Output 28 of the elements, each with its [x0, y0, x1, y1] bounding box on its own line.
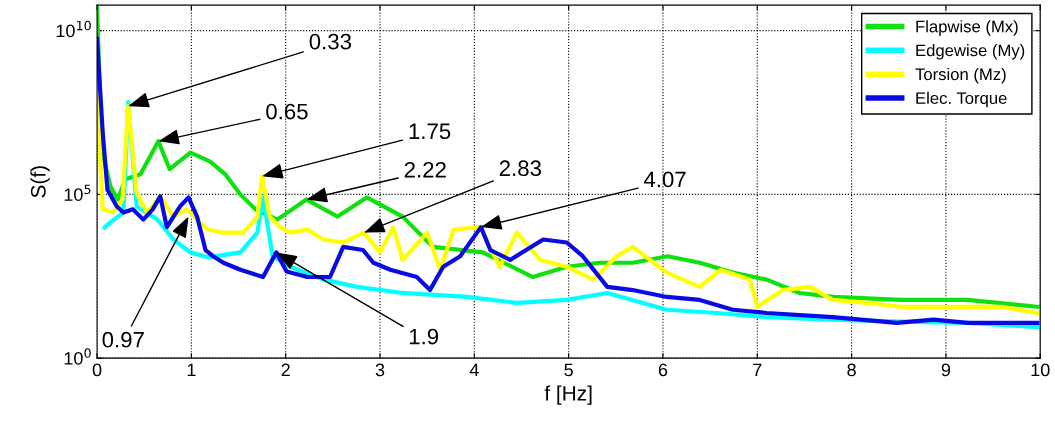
y-tick-label: 10$^{10}$ [56, 20, 91, 38]
x-tick-label: 1 [187, 363, 196, 377]
annotation: 1.9 [409, 328, 439, 345]
annotation: 0.97 [102, 331, 144, 348]
x-tick-label: 3 [375, 363, 385, 377]
annotation: 2.83 [499, 160, 541, 177]
annotation: 0.33 [309, 33, 352, 50]
legend-label: Edgewise (My) [916, 44, 1025, 60]
x-tick-label: 0 [92, 363, 102, 377]
y-tick-label: 10$^{0}$ [64, 348, 91, 365]
x-tick-label: 2 [281, 363, 290, 377]
y-axis-title: S(f) [30, 166, 50, 198]
annotation: 2.22 [404, 161, 446, 178]
x-tick-label: 8 [847, 363, 856, 377]
x-tick-label: 7 [753, 363, 762, 377]
annotation: 1.75 [409, 123, 451, 140]
annotation: 0.65 [266, 103, 308, 120]
x-tick-label: 5 [564, 363, 573, 377]
x-tick-label: 10 [1031, 363, 1050, 377]
legend-label: Flapwise (Mx) [916, 20, 1018, 36]
x-tick-label: 9 [941, 363, 951, 377]
y-tick-label: 10$^{5}$ [64, 184, 91, 202]
x-axis-title: f [Hz] [544, 385, 592, 405]
annotation: 4.07 [643, 171, 686, 188]
x-tick-label: 6 [658, 363, 668, 377]
x-tick-label: 4 [469, 363, 479, 377]
legend-label: Elec. Torque [916, 91, 1007, 108]
legend-label: Torsion (Mz) [915, 67, 1006, 84]
